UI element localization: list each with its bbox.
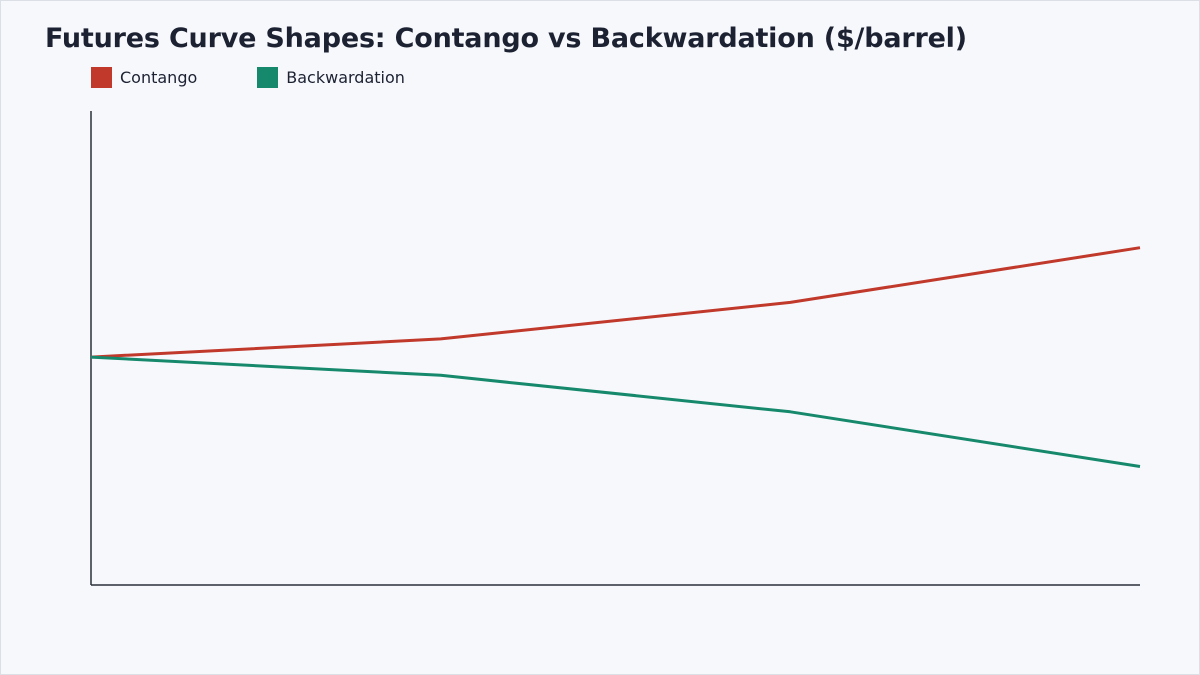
series-line-contango xyxy=(90,246,1141,359)
legend-label-backwardation: Backwardation xyxy=(286,68,405,87)
legend-swatch-backwardation xyxy=(257,67,279,88)
legend-swatch-contango xyxy=(91,67,112,88)
chart-title: Futures Curve Shapes: Contango vs Backwa… xyxy=(45,23,967,54)
legend-item-contango: Contango xyxy=(91,67,197,88)
legend: Contango Backwardation xyxy=(91,67,465,88)
legend-item-backwardation: Backwardation xyxy=(257,67,405,88)
legend-label-contango: Contango xyxy=(120,68,198,87)
series-layer xyxy=(90,246,1141,468)
series-line-backwardation xyxy=(90,355,1141,468)
